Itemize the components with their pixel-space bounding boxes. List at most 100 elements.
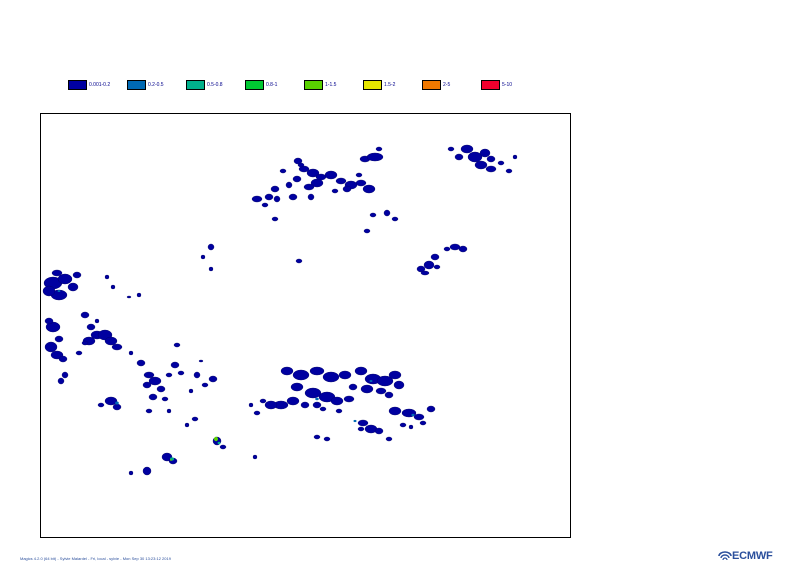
precip-area: [67, 282, 79, 292]
precip-area: [388, 406, 402, 416]
precip-area: [303, 183, 315, 191]
precip-area: [295, 258, 303, 264]
precip-area: [207, 243, 215, 251]
legend-item: 0.8-1: [245, 79, 304, 91]
precip-area: [505, 168, 513, 174]
precip-area: [323, 436, 331, 442]
precip-area: [335, 408, 343, 414]
legend-swatch: [127, 80, 146, 90]
precip-area: [270, 185, 280, 193]
precip-area: [191, 416, 199, 422]
precip-area: [430, 253, 440, 261]
precip-area: [420, 270, 430, 276]
precip-area: [383, 209, 391, 217]
precip-area: [251, 195, 263, 203]
precip-area: [271, 216, 279, 222]
precip-area: [384, 391, 394, 399]
precip-area: [315, 397, 319, 401]
precip-area: [355, 172, 363, 178]
precip-area: [75, 350, 83, 356]
precip-area: [330, 396, 344, 406]
precip-area: [393, 380, 405, 390]
precip-area: [369, 212, 377, 218]
precip-area: [177, 370, 185, 376]
precip-area: [353, 419, 357, 423]
precip-area: [310, 178, 324, 188]
precip-area: [97, 402, 105, 408]
precip-area: [264, 193, 274, 201]
precip-area: [335, 177, 347, 185]
precip-area: [357, 426, 365, 432]
precip-area: [128, 470, 134, 476]
precip-area: [362, 184, 376, 194]
precip-area: [286, 396, 300, 406]
precip-area: [454, 153, 464, 161]
ecmwf-logo: ECMWF: [718, 550, 773, 562]
precip-area: [331, 188, 339, 194]
legend-label: 1.5-2: [384, 82, 396, 88]
precip-area: [355, 179, 367, 187]
precip-area: [319, 406, 327, 412]
precip-area: [165, 372, 173, 378]
ecmwf-logo-text: ECMWF: [732, 550, 773, 562]
legend-label: 0.8-1: [266, 82, 278, 88]
precip-area: [264, 400, 278, 410]
precip-area: [363, 228, 371, 234]
precip-area: [259, 398, 267, 404]
precip-area: [54, 335, 64, 343]
precip-area: [479, 148, 491, 158]
precip-area: [104, 396, 118, 406]
precip-area: [193, 371, 201, 379]
legend-swatch: [68, 80, 87, 90]
precip-area: [57, 273, 73, 285]
precip-area: [388, 370, 402, 380]
precip-area: [214, 436, 218, 442]
precip-area: [188, 388, 194, 394]
precip-area: [512, 154, 518, 160]
legend-label: 1-1.5: [325, 82, 337, 88]
precip-area: [411, 413, 415, 417]
precip-area: [342, 185, 352, 193]
precip-area: [184, 422, 190, 428]
legend-swatch: [245, 80, 264, 90]
precip-area: [142, 381, 152, 389]
precip-area: [467, 151, 483, 163]
precip-area: [399, 422, 407, 428]
precip-area: [408, 424, 414, 430]
precip-area: [300, 401, 310, 409]
precip-area: [304, 387, 322, 399]
precip-area: [86, 323, 96, 331]
precip-area: [447, 146, 455, 152]
precip-area: [252, 454, 258, 460]
precip-area: [143, 371, 155, 379]
legend-swatch: [481, 80, 500, 90]
precip-area: [208, 266, 214, 272]
precip-area: [313, 434, 321, 440]
precip-area: [474, 160, 488, 170]
precip-area: [58, 355, 68, 363]
precip-area: [111, 343, 123, 351]
precip-area: [307, 193, 315, 201]
precip-area: [485, 165, 497, 173]
precip-area: [416, 265, 426, 273]
legend-item: 2-5: [422, 79, 481, 91]
precip-area: [375, 146, 383, 152]
precip-area: [72, 271, 82, 279]
precip-area: [297, 162, 305, 168]
precip-area: [128, 350, 134, 356]
precip-area: [357, 419, 369, 427]
legend-item: 0.001-0.2: [68, 79, 127, 91]
legend-item: 5-10: [481, 79, 540, 91]
legend-label: 0.5-0.8: [207, 82, 223, 88]
precipitation-map: [42, 144, 518, 476]
precip-area: [423, 260, 435, 270]
legend-swatch: [422, 80, 441, 90]
precip-area: [298, 165, 310, 173]
precip-area: [360, 384, 374, 394]
precip-area: [208, 375, 218, 383]
precip-area: [104, 336, 118, 346]
precip-area: [306, 168, 320, 178]
precip-area: [375, 387, 387, 395]
precip-area: [57, 377, 65, 385]
precip-area: [170, 361, 180, 369]
